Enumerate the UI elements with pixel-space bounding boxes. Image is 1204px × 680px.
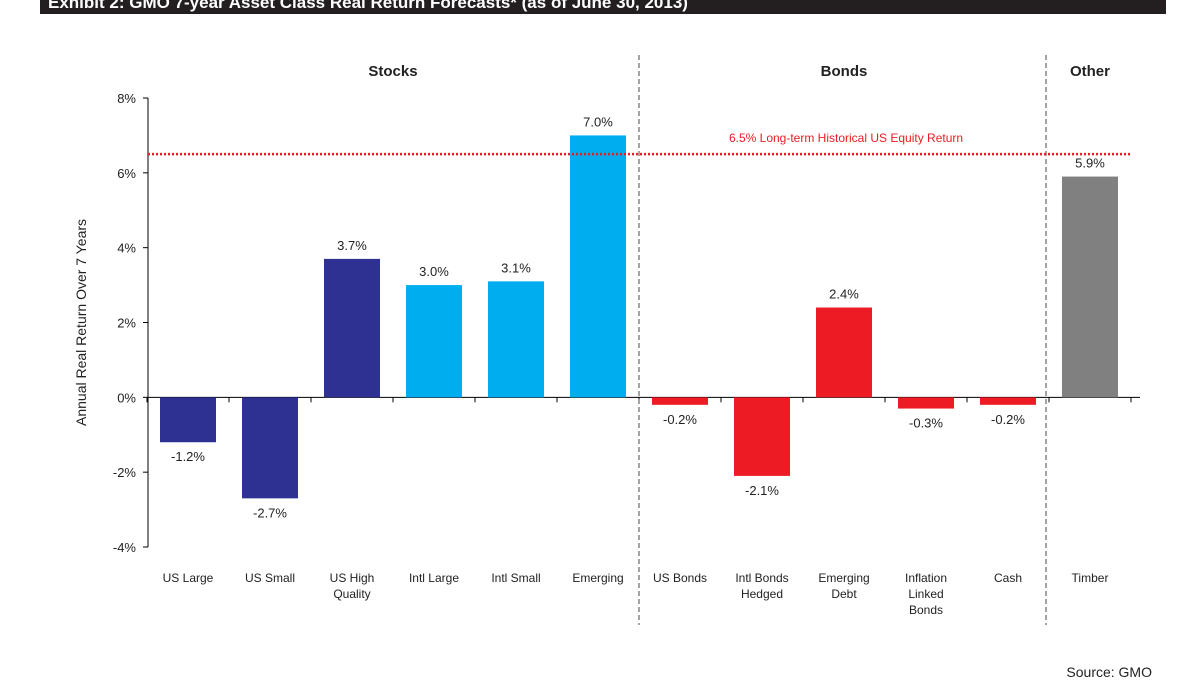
bar	[406, 285, 462, 398]
category-label: Intl Bonds	[735, 571, 788, 585]
y-tick-label: 6%	[117, 166, 136, 181]
data-label: -0.2%	[991, 412, 1025, 427]
group-label: Other	[1070, 63, 1110, 80]
bar	[570, 135, 626, 398]
category-label: Emerging	[572, 571, 623, 585]
bar	[488, 281, 544, 398]
data-label: 2.4%	[829, 287, 859, 302]
y-tick-label: 4%	[117, 241, 136, 256]
category-label: Cash	[994, 571, 1022, 585]
y-axis-label: Annual Real Return Over 7 Years	[73, 219, 89, 426]
y-tick-label: -2%	[113, 465, 137, 480]
category-label: Quality	[333, 587, 370, 601]
group-label: Stocks	[368, 63, 417, 80]
data-label: -0.3%	[909, 416, 943, 431]
category-label: Timber	[1072, 571, 1109, 585]
category-label: Intl Small	[491, 571, 540, 585]
bar	[1062, 176, 1118, 398]
data-label: 7.0%	[583, 114, 613, 129]
chart-title: Exhibit 2: GMO 7-year Asset Class Real R…	[40, 0, 1166, 14]
bar	[734, 397, 790, 476]
category-label: Inflation	[905, 571, 947, 585]
category-label: US High	[330, 571, 375, 585]
y-tick-label: 2%	[117, 316, 136, 331]
data-label: 3.1%	[501, 260, 531, 275]
bar	[652, 397, 708, 405]
bar	[898, 397, 954, 409]
category-label: Linked	[908, 587, 943, 601]
bar	[980, 397, 1036, 405]
group-label: Bonds	[821, 63, 868, 80]
data-label: -0.2%	[663, 412, 697, 427]
bar	[324, 258, 380, 398]
data-label: 3.7%	[337, 238, 367, 253]
category-label: Emerging	[818, 571, 869, 585]
category-label: Bonds	[909, 603, 943, 617]
category-label: US Bonds	[653, 571, 707, 585]
data-label: -2.7%	[253, 505, 287, 520]
category-label: Debt	[831, 587, 857, 601]
y-tick-label: 0%	[117, 390, 136, 405]
category-label: US Small	[245, 571, 295, 585]
bar	[816, 307, 872, 398]
data-label: 5.9%	[1075, 156, 1105, 171]
category-label: Hedged	[741, 587, 783, 601]
category-label: Intl Large	[409, 571, 459, 585]
y-tick-label: 8%	[117, 91, 136, 106]
data-label: -1.2%	[171, 449, 205, 464]
reference-line-label: 6.5% Long-term Historical US Equity Retu…	[729, 131, 963, 145]
bar	[242, 397, 298, 499]
bar	[160, 397, 216, 443]
source-note: Source: GMO	[1066, 664, 1152, 680]
data-label: -2.1%	[745, 483, 779, 498]
y-tick-label: -4%	[113, 540, 137, 555]
data-label: 3.0%	[419, 264, 449, 279]
category-label: US Large	[163, 571, 214, 585]
